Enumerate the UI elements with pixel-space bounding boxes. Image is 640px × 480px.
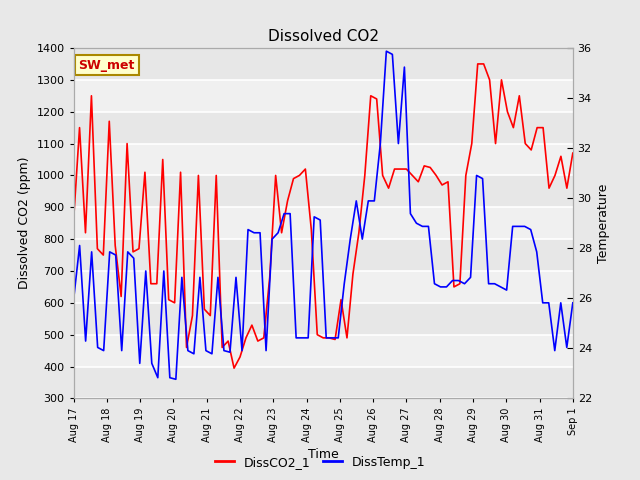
Bar	[74, 175, 573, 207]
Y-axis label: Temperature: Temperature	[598, 183, 611, 263]
Text: SW_met: SW_met	[79, 59, 135, 72]
Bar	[74, 239, 573, 271]
Bar	[74, 367, 573, 398]
X-axis label: Time: Time	[308, 448, 339, 461]
Legend: DissCO2_1, DissTemp_1: DissCO2_1, DissTemp_1	[210, 451, 430, 474]
Bar	[74, 48, 573, 80]
Bar	[74, 303, 573, 335]
Y-axis label: Dissolved CO2 (ppm): Dissolved CO2 (ppm)	[18, 157, 31, 289]
Bar	[74, 112, 573, 144]
Title: Dissolved CO2: Dissolved CO2	[268, 29, 379, 44]
